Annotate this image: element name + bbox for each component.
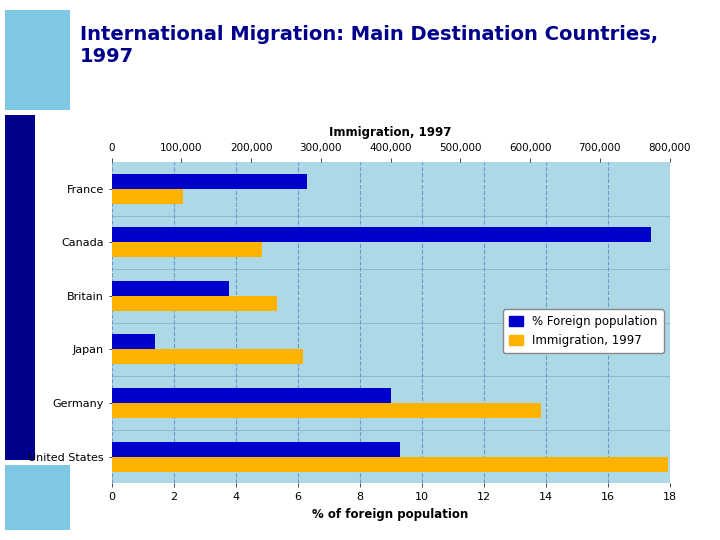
Bar <box>112 456 668 471</box>
Bar <box>112 442 400 456</box>
Bar <box>112 227 651 242</box>
Bar <box>5 465 70 530</box>
Bar <box>5 115 35 460</box>
X-axis label: Immigration, 1997: Immigration, 1997 <box>330 126 451 139</box>
Text: International Migration: Main Destination Countries,: International Migration: Main Destinatio… <box>80 25 658 44</box>
Bar <box>112 174 307 189</box>
X-axis label: % of foreign population: % of foreign population <box>312 508 469 521</box>
Bar <box>112 388 391 403</box>
Bar <box>112 242 262 258</box>
Text: 1997: 1997 <box>80 47 134 66</box>
Bar <box>112 296 277 311</box>
Bar <box>5 10 70 110</box>
Bar <box>112 189 183 204</box>
Bar <box>112 403 541 418</box>
Bar <box>112 349 302 364</box>
Bar <box>112 281 230 296</box>
Bar <box>112 334 155 349</box>
Legend: % Foreign population, Immigration, 1997: % Foreign population, Immigration, 1997 <box>503 309 664 353</box>
